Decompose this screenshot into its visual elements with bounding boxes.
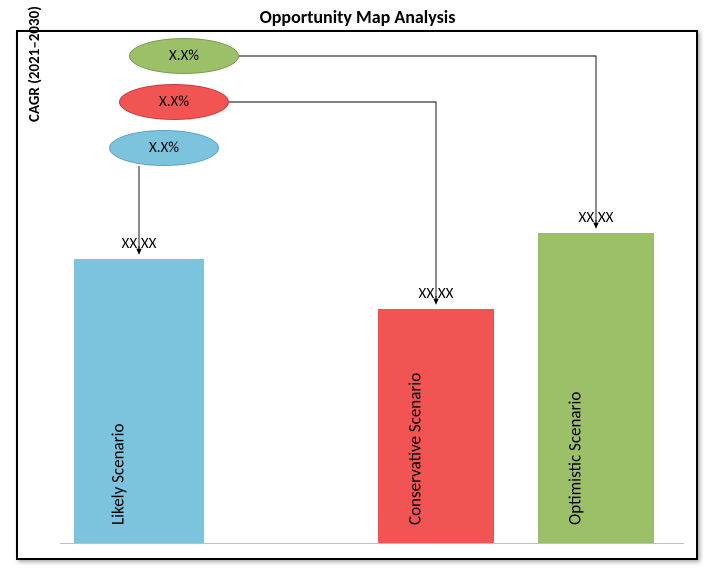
cagr-bubble-0: X.X%: [129, 38, 239, 74]
baseline: [60, 543, 684, 544]
chart-title: Opportunity Map Analysis: [0, 0, 715, 28]
cagr-bubble-2: X.X%: [109, 130, 219, 166]
bar-label-1: Conservative Scenario: [405, 373, 426, 525]
bar-value-0: XX.XX: [74, 235, 204, 253]
bar-value-1: XX.XX: [378, 285, 494, 303]
y-axis-label: CAGR (2021–2030): [26, 6, 44, 122]
cagr-bubble-1: X.X%: [119, 84, 229, 120]
arrow-0: [239, 56, 596, 228]
bar-label-0: Likely Scenario: [108, 424, 129, 525]
arrow-1: [229, 102, 436, 304]
bar-1: XX.XXConservative Scenario: [378, 309, 494, 543]
bar-label-2: Optimistic Scenario: [565, 392, 586, 525]
bar-2: XX.XXOptimistic Scenario: [538, 233, 654, 543]
bar-value-2: XX.XX: [538, 209, 654, 227]
chart-frame: CAGR (2021–2030) XX.XXLikely ScenarioXX.…: [16, 30, 698, 560]
plot-area: XX.XXLikely ScenarioXX.XXConservative Sc…: [60, 32, 684, 544]
bar-0: XX.XXLikely Scenario: [74, 259, 204, 543]
